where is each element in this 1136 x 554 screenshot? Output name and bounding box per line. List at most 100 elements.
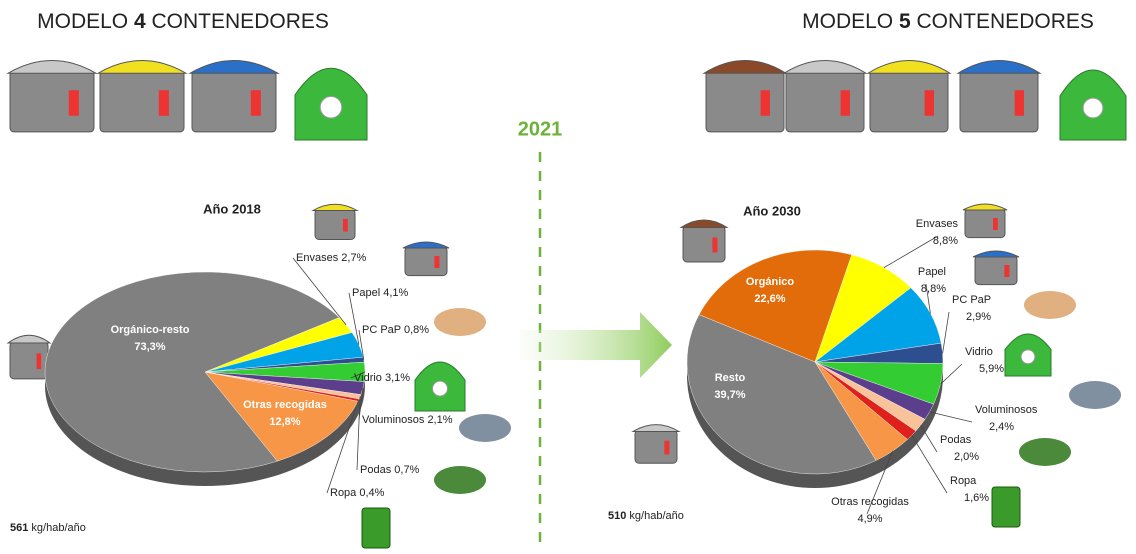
leader-line [920, 425, 938, 453]
container-stripe [760, 90, 770, 116]
slice-value-label: 1,6% [964, 492, 989, 504]
slice-label: PC PaP 0,8% [362, 324, 429, 336]
igloo-badge [1082, 97, 1104, 119]
container-body [869, 70, 949, 133]
leader-line [358, 329, 365, 360]
container-body [959, 70, 1039, 133]
igloo-badge [319, 95, 343, 119]
year-label: 2021 [518, 118, 563, 140]
pie-title: Año 2018 [203, 201, 261, 216]
slice-label: Papel 4,1% [352, 287, 408, 299]
container-lid [6, 60, 98, 74]
container-stripe [924, 90, 934, 116]
per-capita-unit: kg/hab/año [629, 510, 683, 522]
slice-value-label: 8,8% [933, 235, 958, 247]
slice-label: Voluminosos [975, 404, 1038, 416]
container-body [9, 70, 95, 133]
slice-label: Otras recogidas [831, 496, 909, 508]
container-stripe [250, 90, 261, 116]
container-body [314, 208, 356, 240]
leader-line [866, 450, 894, 515]
container-body [99, 70, 185, 133]
container-lid [962, 203, 1008, 211]
leader-line [883, 235, 939, 268]
container-lid [679, 219, 729, 228]
slice-category: Papel [352, 287, 380, 299]
leader-line [911, 435, 948, 494]
container-lid [402, 241, 450, 249]
waste-pile [1069, 381, 1121, 409]
pie-title: Año 2030 [743, 203, 801, 218]
slice-label: Otras recogidas [243, 399, 327, 411]
container-stripe [36, 353, 42, 369]
container-stripe [993, 218, 998, 230]
container-body [964, 208, 1006, 239]
slice-value-label: 2,7% [341, 252, 366, 264]
per-capita-unit: kg/hab/año [31, 522, 85, 534]
container-lid [311, 203, 359, 211]
slice-value-label: 0,7% [394, 464, 419, 476]
per-capita-note: 510 kg/hab/año [608, 510, 684, 522]
container-body [705, 70, 785, 133]
container-stripe [1004, 265, 1010, 277]
clothes-container [991, 486, 1021, 528]
slice-label: Ropa 0,4% [330, 487, 385, 499]
slice-value-label: 73,3% [134, 341, 165, 353]
slice-value-label: 0,4% [359, 487, 384, 499]
slice-value-label: 2,9% [966, 311, 991, 323]
slice-label: Envases [916, 218, 959, 230]
container-stripe [68, 90, 79, 116]
leader-line [929, 411, 973, 423]
container-body [404, 246, 448, 277]
pie-slice [204, 371, 359, 462]
pie-slice [44, 271, 340, 473]
slice-value-label: 4,9% [857, 513, 882, 525]
pie-slice [698, 249, 853, 363]
leader-line [350, 371, 366, 379]
container-body [191, 70, 277, 133]
clothes-container [361, 507, 391, 549]
container-lid [6, 334, 52, 344]
slice-category: Envases [296, 252, 339, 264]
container-stripe [158, 90, 169, 116]
slice-label: Orgánico [746, 276, 795, 288]
slice-value-label: 2,4% [989, 421, 1014, 433]
heading-text: MODELO [37, 10, 128, 33]
container-stripe [664, 440, 670, 455]
waste-pile [459, 414, 511, 442]
container-stripe [712, 237, 718, 253]
per-capita-value: 561 [10, 522, 28, 534]
leader-line [348, 292, 360, 345]
pie-slice [686, 314, 877, 475]
icons [6, 60, 1127, 549]
slice-value-label: 2,0% [954, 451, 979, 463]
container-stripe [1014, 90, 1024, 116]
slice-label: Podas [940, 434, 972, 446]
container-lid [782, 60, 868, 74]
container-lid [96, 60, 188, 74]
container-lid [972, 250, 1020, 258]
leader-line [940, 363, 963, 385]
container-lid [188, 60, 280, 74]
heading-text: MODELO [802, 10, 893, 33]
container-body [9, 340, 49, 380]
leader-line [292, 257, 347, 326]
container-lid [866, 60, 952, 74]
slice-value-label: 5,9% [979, 363, 1004, 375]
container-body [682, 225, 726, 263]
igloo-badge [1020, 349, 1036, 365]
slice-category: Ropa [330, 487, 357, 499]
container-stripe [343, 218, 348, 232]
slice-category: Vidrio [354, 372, 382, 384]
waste-pile [434, 466, 486, 494]
slice-label: PC PaP [952, 294, 991, 306]
container-lid [956, 60, 1042, 74]
transition-arrow [520, 312, 672, 378]
leader-line [326, 399, 359, 494]
waste-pile [1019, 438, 1071, 466]
heading-text: CONTENEDORES [917, 10, 1094, 33]
waste-pile [1024, 291, 1076, 319]
igloo-badge [432, 380, 448, 397]
per-capita-note: 561 kg/hab/año [10, 522, 86, 534]
heading-text: CONTENEDORES [152, 10, 329, 33]
